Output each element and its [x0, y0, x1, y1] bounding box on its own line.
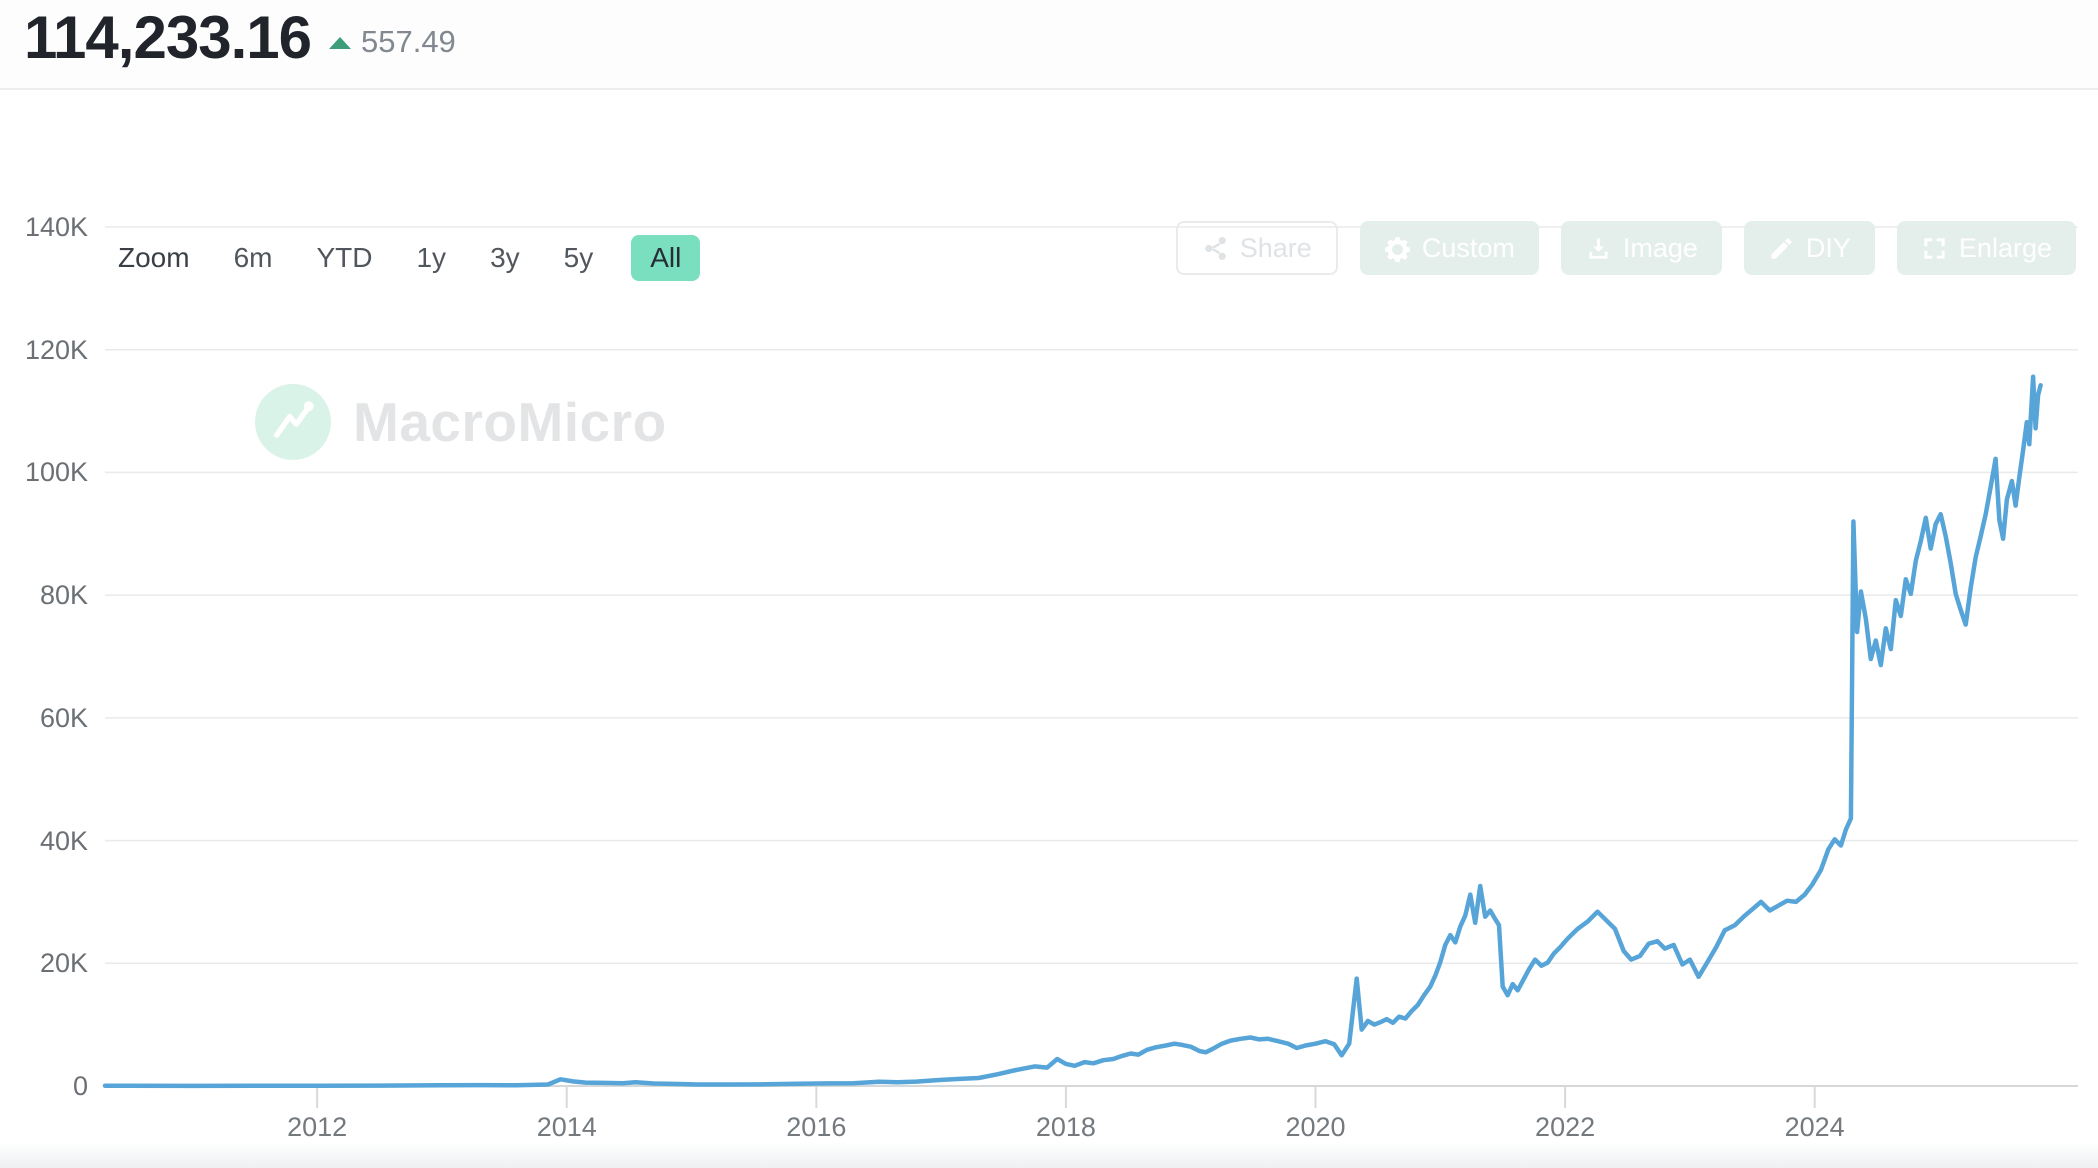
- range-3y-button[interactable]: 3y: [490, 242, 520, 273]
- zoom-label: Zoom: [118, 242, 190, 273]
- diy-button[interactable]: DIY: [1743, 221, 1875, 275]
- price-row: 114,233.16 557.49: [24, 6, 456, 70]
- price-value: 114,233.16: [24, 4, 312, 71]
- range-all-button[interactable]: All: [631, 235, 701, 281]
- pencil-icon: [1768, 235, 1795, 262]
- y-axis-label: 120K: [24, 334, 88, 365]
- chart-area: Zoom 6m YTD 1y 3y 5y All Share Custom Image DIY E…: [0, 88, 2098, 1168]
- action-label: Custom: [1421, 232, 1515, 263]
- image-button[interactable]: Image: [1560, 221, 1722, 275]
- x-axis-label: 2012: [287, 1112, 348, 1142]
- trend-up-icon: [328, 37, 351, 49]
- y-axis-label: 20K: [39, 948, 88, 979]
- x-axis-label: 2018: [1035, 1112, 1096, 1142]
- y-axis-label: 0: [72, 1071, 88, 1101]
- range-1y-button[interactable]: 1y: [416, 242, 447, 273]
- custom-button[interactable]: Custom: [1359, 221, 1539, 275]
- x-axis-label: 2016: [786, 1112, 847, 1142]
- y-axis-label: 100K: [24, 457, 88, 488]
- x-axis-label: 2020: [1285, 1112, 1346, 1142]
- range-5y-button[interactable]: 5y: [563, 242, 594, 273]
- range-selector: Zoom 6m YTD 1y 3y 5y All: [118, 231, 701, 285]
- y-axis-label: 40K: [39, 825, 88, 856]
- price-header: 114,233.16 557.49: [0, 0, 2098, 90]
- chart-actions: Share Custom Image DIY Enlarge: [1175, 221, 2076, 275]
- enlarge-icon: [1921, 235, 1948, 262]
- bottom-fade: [0, 1142, 2098, 1168]
- gear-icon: [1384, 235, 1411, 262]
- x-axis-label: 2014: [536, 1112, 597, 1142]
- action-label: Enlarge: [1958, 232, 2052, 263]
- x-axis-label: 2022: [1535, 1112, 1596, 1142]
- price-change: 557.49: [360, 24, 456, 59]
- y-axis-label: 60K: [39, 702, 88, 733]
- x-axis-label: 2024: [1784, 1112, 1845, 1142]
- y-axis-label: 80K: [39, 580, 88, 611]
- enlarge-button[interactable]: Enlarge: [1896, 221, 2076, 275]
- y-axis-label: 140K: [24, 212, 88, 242]
- range-ytd-button[interactable]: YTD: [316, 242, 373, 273]
- action-label: DIY: [1805, 232, 1851, 263]
- download-icon: [1585, 235, 1612, 262]
- action-label: Image: [1622, 232, 1698, 263]
- share-icon: [1202, 235, 1229, 262]
- share-button[interactable]: Share: [1175, 221, 1338, 275]
- action-label: Share: [1239, 232, 1312, 263]
- range-6m-button[interactable]: 6m: [233, 242, 273, 273]
